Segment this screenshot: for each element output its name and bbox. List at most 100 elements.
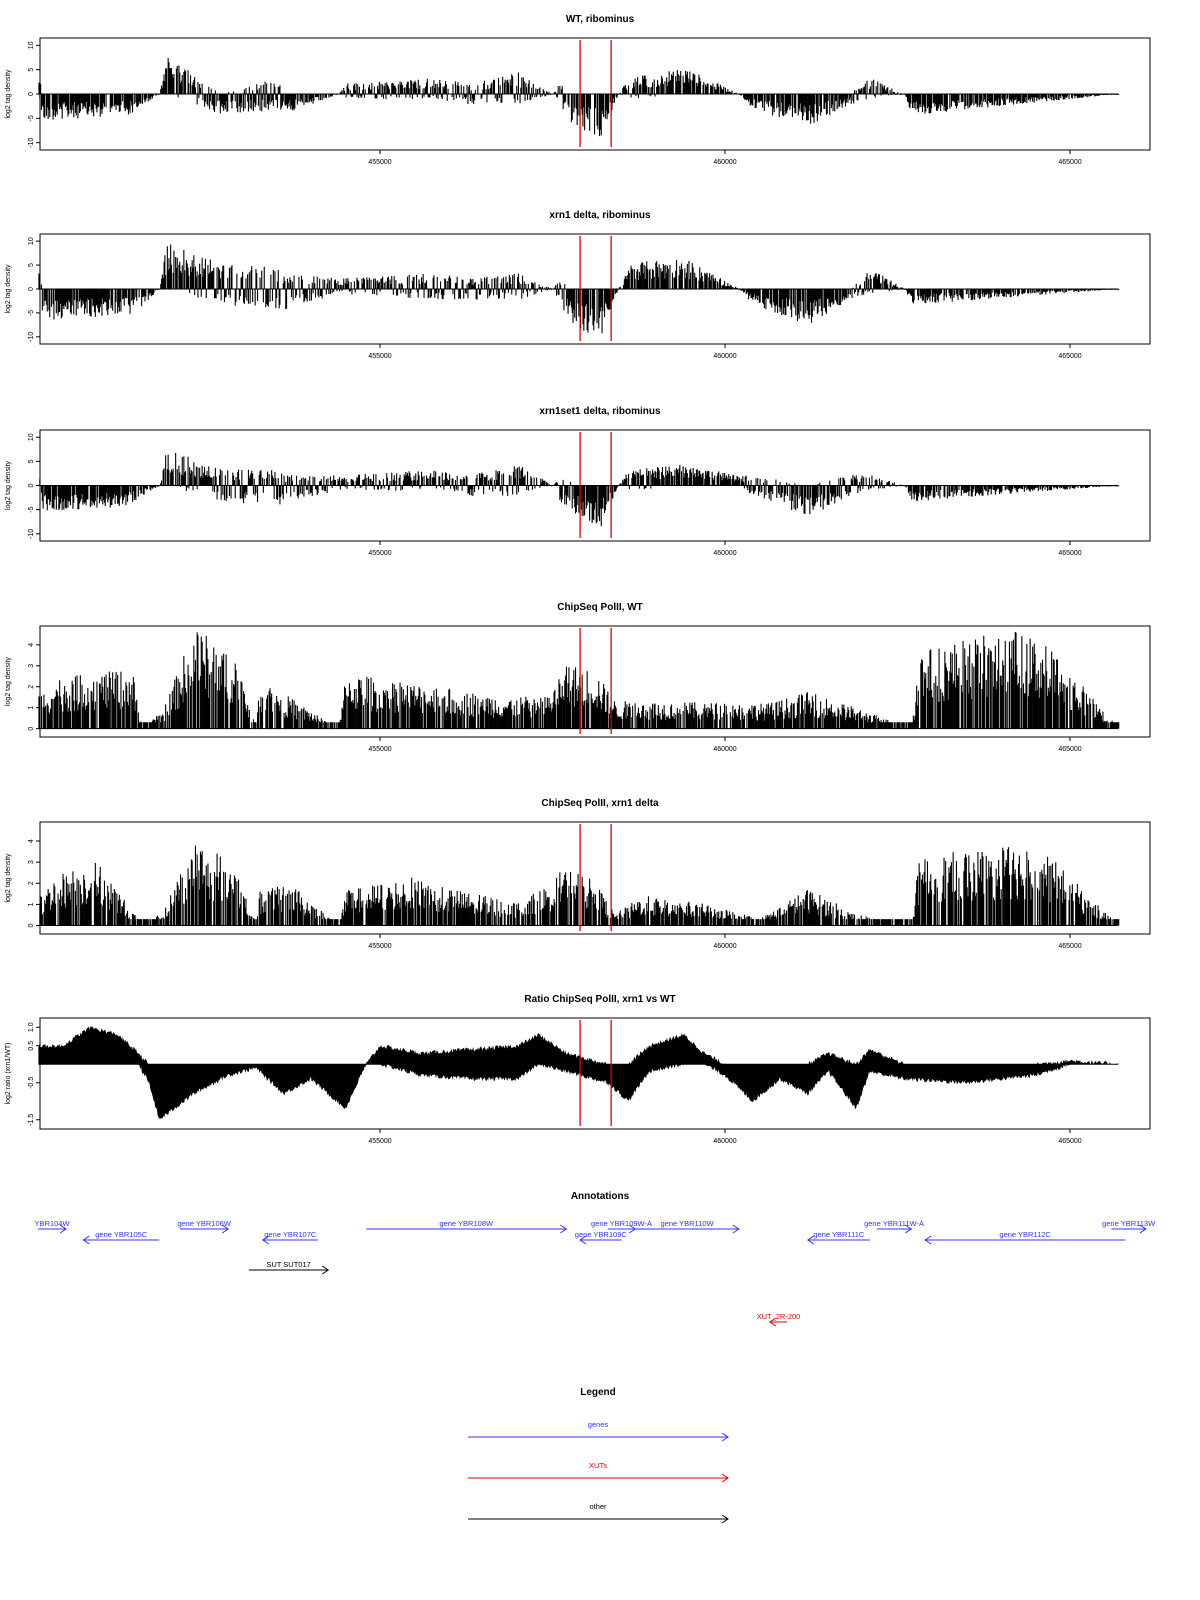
signal-bar — [233, 893, 235, 926]
signal-bar — [1073, 687, 1075, 729]
signal-bar — [634, 475, 636, 486]
signal-bar — [940, 94, 942, 111]
signal-bar — [827, 708, 829, 729]
signal-bar — [377, 885, 379, 926]
signal-bar — [588, 485, 590, 503]
signal-bar — [484, 896, 486, 926]
signal-bar — [425, 887, 427, 926]
signal-bar — [234, 877, 236, 926]
signal-bar — [408, 901, 410, 926]
signal-bar — [791, 94, 793, 117]
signal-bar — [126, 913, 128, 926]
signal-bar — [452, 84, 454, 94]
signal-bar — [414, 705, 416, 729]
signal-bar — [878, 717, 880, 729]
signal-bar — [582, 485, 584, 502]
signal-bar — [445, 84, 447, 94]
signal-bar — [962, 640, 964, 729]
signal-bar — [570, 481, 572, 486]
signal-bar — [679, 709, 681, 729]
signal-bar — [1008, 485, 1010, 491]
signal-bar — [486, 276, 488, 289]
signal-bar — [144, 919, 146, 926]
signal-bar — [1065, 485, 1067, 490]
signal-bar — [825, 289, 827, 312]
signal-bar — [210, 672, 212, 729]
signal-bar — [289, 94, 291, 101]
signal-bar — [344, 901, 346, 926]
signal-bar — [633, 471, 635, 486]
signal-bar — [110, 94, 112, 107]
signal-bar — [765, 708, 767, 729]
signal-bar — [700, 474, 702, 486]
signal-bar — [525, 283, 527, 289]
signal-bar — [440, 289, 442, 295]
signal-bar — [812, 94, 814, 118]
y-tick-label: 0 — [28, 727, 35, 731]
signal-bar — [352, 700, 354, 729]
signal-bar — [209, 259, 211, 289]
signal-bar — [581, 94, 583, 115]
signal-bar — [357, 899, 359, 926]
signal-bar — [753, 289, 755, 295]
signal-bar — [178, 264, 180, 289]
signal-bar — [808, 700, 810, 729]
signal-bar — [328, 722, 330, 729]
signal-bar — [495, 710, 497, 729]
signal-bar — [442, 86, 444, 94]
signal-bar — [164, 721, 166, 729]
signal-bar — [769, 485, 771, 492]
signal-bar — [281, 94, 283, 108]
signal-bar — [119, 94, 121, 112]
signal-bar — [471, 485, 473, 490]
signal-bar — [466, 897, 468, 926]
signal-bar — [283, 475, 285, 486]
signal-bar — [561, 86, 563, 94]
signal-bar — [308, 485, 310, 495]
signal-bar — [532, 83, 534, 94]
signal-bar — [470, 90, 472, 94]
signal-bar — [912, 485, 914, 494]
signal-bar — [239, 94, 241, 113]
signal-bar — [347, 696, 349, 729]
signal-bar — [915, 485, 917, 493]
signal-bar — [714, 704, 716, 729]
signal-bar — [523, 707, 525, 729]
signal-bar — [168, 470, 170, 486]
signal-bar — [586, 289, 588, 331]
signal-bar — [509, 277, 511, 289]
signal-bar — [167, 454, 169, 486]
signal-bar — [262, 906, 264, 926]
signal-bar — [276, 696, 278, 729]
signal-bar — [541, 479, 543, 486]
signal-bar — [571, 289, 573, 313]
signal-bar — [386, 473, 388, 486]
signal-bar — [481, 706, 483, 729]
signal-bar — [379, 481, 381, 486]
signal-bar — [1104, 722, 1106, 729]
signal-bar — [821, 713, 823, 729]
signal-bar — [372, 885, 374, 926]
signal-bar — [349, 289, 351, 291]
signal-bar — [393, 684, 395, 729]
signal-bar — [400, 485, 402, 491]
signal-bar — [639, 903, 641, 926]
signal-bar — [324, 721, 326, 729]
signal-bar — [380, 83, 382, 94]
signal-bar — [257, 485, 259, 502]
signal-bar — [760, 703, 762, 729]
signal-bar — [196, 94, 198, 105]
signal-bar — [926, 485, 928, 491]
signal-bar — [358, 679, 360, 729]
signal-bar — [627, 275, 629, 289]
signal-bar — [778, 485, 780, 495]
signal-bar — [583, 94, 585, 108]
signal-bar — [906, 94, 908, 98]
signal-bar — [599, 485, 601, 509]
signal-bar — [834, 94, 836, 112]
signal-bar — [685, 706, 687, 729]
signal-bar — [620, 716, 622, 729]
signal-bar — [1029, 485, 1031, 492]
signal-bar — [527, 283, 529, 289]
